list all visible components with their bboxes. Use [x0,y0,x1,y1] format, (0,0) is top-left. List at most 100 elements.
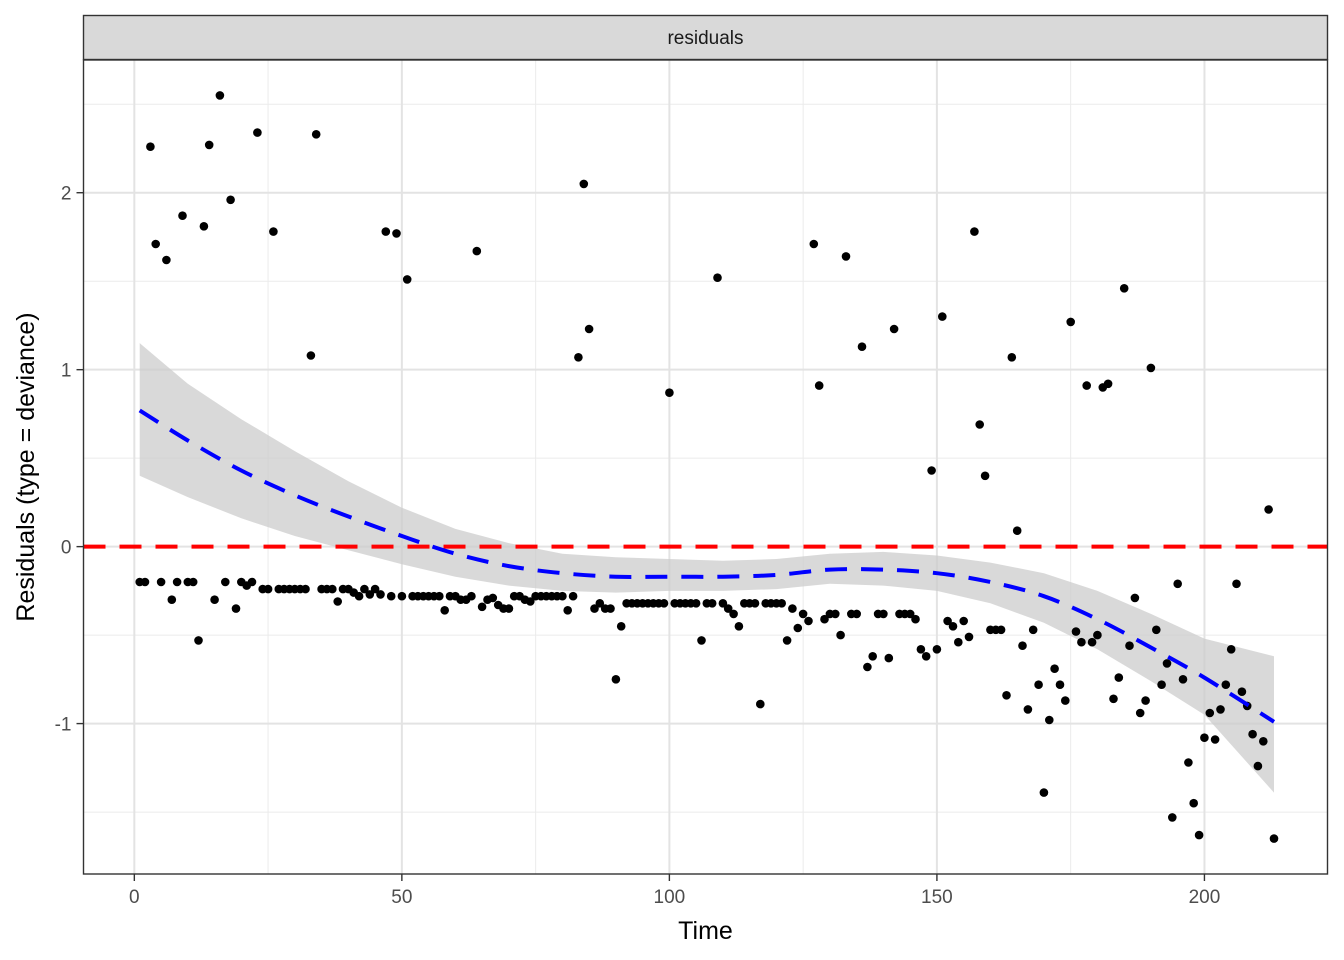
data-point [156,577,166,587]
data-point [376,590,385,599]
data-point [831,609,840,619]
data-point [253,128,262,137]
data-point [1093,630,1102,640]
data-point [584,324,594,334]
data-point [707,599,717,608]
data-point [188,577,198,587]
data-point [889,324,899,334]
data-point [1023,705,1033,714]
data-point [595,599,605,608]
data-point [996,625,1006,635]
data-point [964,632,974,642]
data-point [151,239,160,249]
confidence-band [139,343,1275,793]
data-point [1045,715,1054,725]
residual-points [135,91,1279,843]
data-point [975,420,984,429]
data-point [526,597,535,606]
data-point [247,577,257,587]
data-point [269,227,278,236]
data-point [568,591,578,601]
data-point [1205,708,1215,718]
data-point [1028,625,1038,635]
y-axis-title: Residuals (type = deviance) [12,312,40,621]
data-point [574,353,583,362]
data-point [1002,691,1011,700]
data-point [820,614,829,624]
x-tick-label: 150 [921,887,953,908]
data-point [1135,708,1145,718]
data-point [172,577,182,587]
data-point [1146,363,1156,373]
confidence-ribbon [139,343,1275,793]
data-point [221,577,230,587]
data-point [204,140,214,150]
data-point [1082,381,1091,390]
data-point [1039,788,1049,797]
data-point [162,255,171,265]
smooth-line [138,408,1276,724]
data-point [167,595,177,604]
data-point [477,602,487,612]
x-tick-label: 200 [1189,887,1221,908]
data-point [841,252,851,261]
data-point [178,211,187,220]
data-point [782,636,792,645]
data-point [734,622,744,631]
data-point [140,577,150,587]
data-point [1034,680,1043,689]
data-point [1119,284,1129,293]
data-point [402,275,412,284]
data-point [1141,696,1150,705]
data-point [691,599,701,608]
data-point [1018,641,1027,650]
data-point [798,609,808,619]
data-point [1173,579,1182,589]
data-point [1103,379,1113,389]
facet-strip-label: residuals [667,28,743,49]
data-point [386,591,396,601]
data-point [1061,696,1070,705]
data-point [1130,593,1140,603]
data-point [194,636,203,645]
data-point [938,312,947,321]
data-point [1216,705,1225,714]
data-point [879,609,888,619]
data-point [1012,526,1022,535]
y-tick-label: 2 [61,184,72,205]
y-tick-label: -1 [55,715,72,736]
data-point [1178,675,1188,684]
data-point [1109,694,1118,704]
data-point [263,584,273,594]
data-point [1200,733,1209,742]
data-point [970,227,979,236]
data-point [611,675,621,684]
data-point [814,381,824,390]
data-point [1157,680,1166,689]
data-point [1114,673,1124,682]
data-point [606,604,615,613]
x-tick-label: 100 [654,887,686,908]
data-point [868,652,877,661]
data-point [616,622,626,631]
data-point [750,599,760,608]
data-point [226,195,235,205]
data-point [199,222,209,231]
data-point [354,591,364,601]
data-point [852,609,861,619]
data-point [884,653,894,663]
data-point [804,616,813,626]
data-point [579,179,589,189]
data-point [392,229,401,238]
data-point [1125,641,1134,650]
data-point [921,652,931,661]
data-point [333,597,343,606]
data-point [756,699,765,709]
data-point [590,604,599,613]
data-point [857,342,867,352]
data-point [836,630,845,640]
data-point [215,91,225,100]
data-point [1071,627,1081,636]
data-point [397,591,407,601]
